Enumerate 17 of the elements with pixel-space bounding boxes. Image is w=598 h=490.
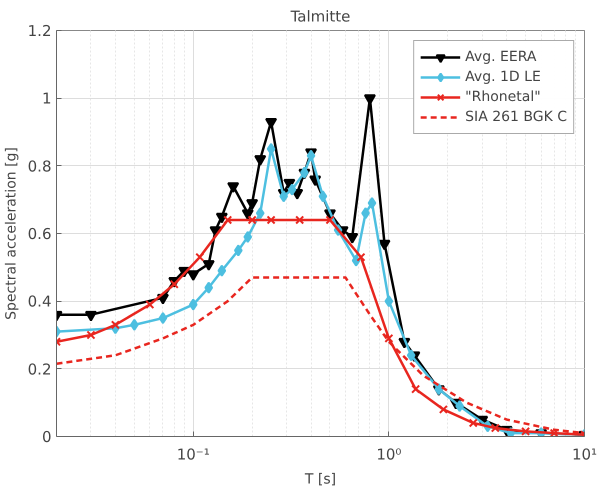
x-tick-label: 10⁰	[376, 446, 402, 464]
legend-label: SIA 261 BGK C	[465, 109, 567, 125]
y-axis-title: Spectral acceleration [g]	[4, 147, 20, 320]
x-axis-title: T [s]	[304, 472, 336, 488]
legend-label: Avg. EERA	[465, 49, 536, 65]
legend-label: Avg. 1D LE	[465, 69, 541, 85]
y-tick-label: 0.2	[28, 360, 52, 378]
y-tick-label: 0.4	[28, 292, 52, 311]
y-tick-label: 0	[42, 428, 52, 446]
x-tick-label: 10¹	[572, 446, 598, 464]
y-tick-label: 0.6	[28, 225, 52, 243]
y-tick-label: 1	[42, 90, 52, 108]
x-tick-label: 10⁻¹	[176, 446, 210, 464]
chart-title: Talmitte	[290, 8, 350, 26]
y-tick-label: 0.8	[28, 157, 52, 176]
legend-label: "Rhonetal"	[465, 89, 541, 105]
y-tick-label: 1.2	[28, 22, 52, 40]
